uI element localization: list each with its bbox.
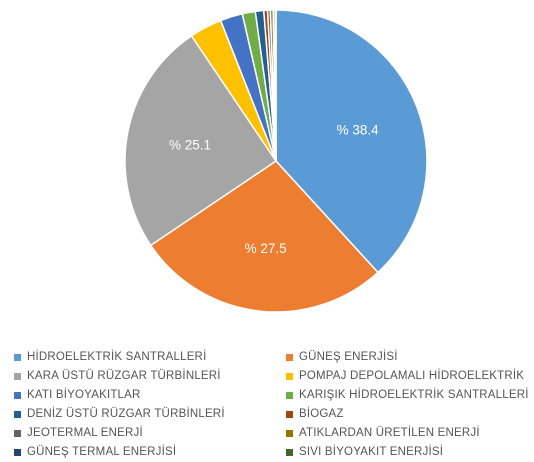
pie-slice-12 [274,9,277,162]
legend-entry: KATI BİYOYAKITLAR [14,387,286,403]
legend-entry: GÜNEŞ ENERJİSİ [286,349,534,365]
pie-slice-2 [149,160,379,313]
legend-label: HİDROELEKTRİK SANTRALLERİ [27,351,207,363]
legend-swatch [286,391,293,399]
legend-label: BİOGAZ [299,408,344,420]
legend-label: KARIŞIK HİDROELEKTRİK SANTRALLERİ [299,389,529,401]
legend-swatch [14,353,21,361]
legend-label: SIVI BİYOYAKIT ENERJİSİ [299,446,444,458]
legend-label: KARA ÜSTÜ RÜZGAR TÜRBİNLERİ [27,370,221,382]
legend-swatch [14,391,21,399]
legend-entry: JEOTERMAL ENERJİ [14,425,286,441]
slice-data-label: % 27.5 [245,241,287,256]
legend-entry: BİOGAZ [286,406,534,422]
legend-entry: POMPAJ DEPOLAMALI HİDROELEKTRİK [286,368,534,384]
legend-swatch [286,448,293,456]
legend-entry: HİDROELEKTRİK SANTRALLERİ [14,349,286,365]
legend-label: POMPAJ DEPOLAMALI HİDROELEKTRİK [299,370,525,382]
legend-entry: DENİZ ÜSTÜ RÜZGAR TÜRBİNLERİ [14,406,286,422]
legend-swatch [286,410,293,418]
legend-swatch [14,448,21,456]
legend-swatch [286,372,293,380]
legend-swatch [14,410,21,418]
legend-label: KATI BİYOYAKITLAR [27,389,141,401]
chart-legend: HİDROELEKTRİK SANTRALLERİ GÜNEŞ ENERJİSİ K… [14,349,534,460]
pie-plot-area: % 38.4 % 27.5 % 25.1 [124,9,428,313]
legend-entry: KARIŞIK HİDROELEKTRİK SANTRALLERİ [286,387,534,403]
slice-data-label: % 38.4 [337,122,380,137]
legend-label: ATIKLARDAN ÜRETİLEN ENERJİ [299,427,480,439]
legend-label: GÜNEŞ TERMAL ENERJİSİ [27,446,177,458]
legend-swatch [14,372,21,380]
slice-data-label: % 25.1 [169,137,211,152]
pie-slice-1 [275,9,428,274]
legend-swatch [286,429,293,437]
legend-label: GÜNEŞ ENERJİSİ [299,351,398,363]
pie-slice-3 [124,34,278,247]
legend-swatch [286,353,293,361]
legend-label: DENİZ ÜSTÜ RÜZGAR TÜRBİNLERİ [27,408,225,420]
legend-entry: ATIKLARDAN ÜRETİLEN ENERJİ [286,425,534,441]
legend-entry: GÜNEŞ TERMAL ENERJİSİ [14,444,286,460]
legend-entry: SIVI BİYOYAKIT ENERJİSİ [286,444,534,460]
legend-label: JEOTERMAL ENERJİ [27,427,143,439]
legend-swatch [14,429,21,437]
legend-entry: KARA ÜSTÜ RÜZGAR TÜRBİNLERİ [14,368,286,384]
